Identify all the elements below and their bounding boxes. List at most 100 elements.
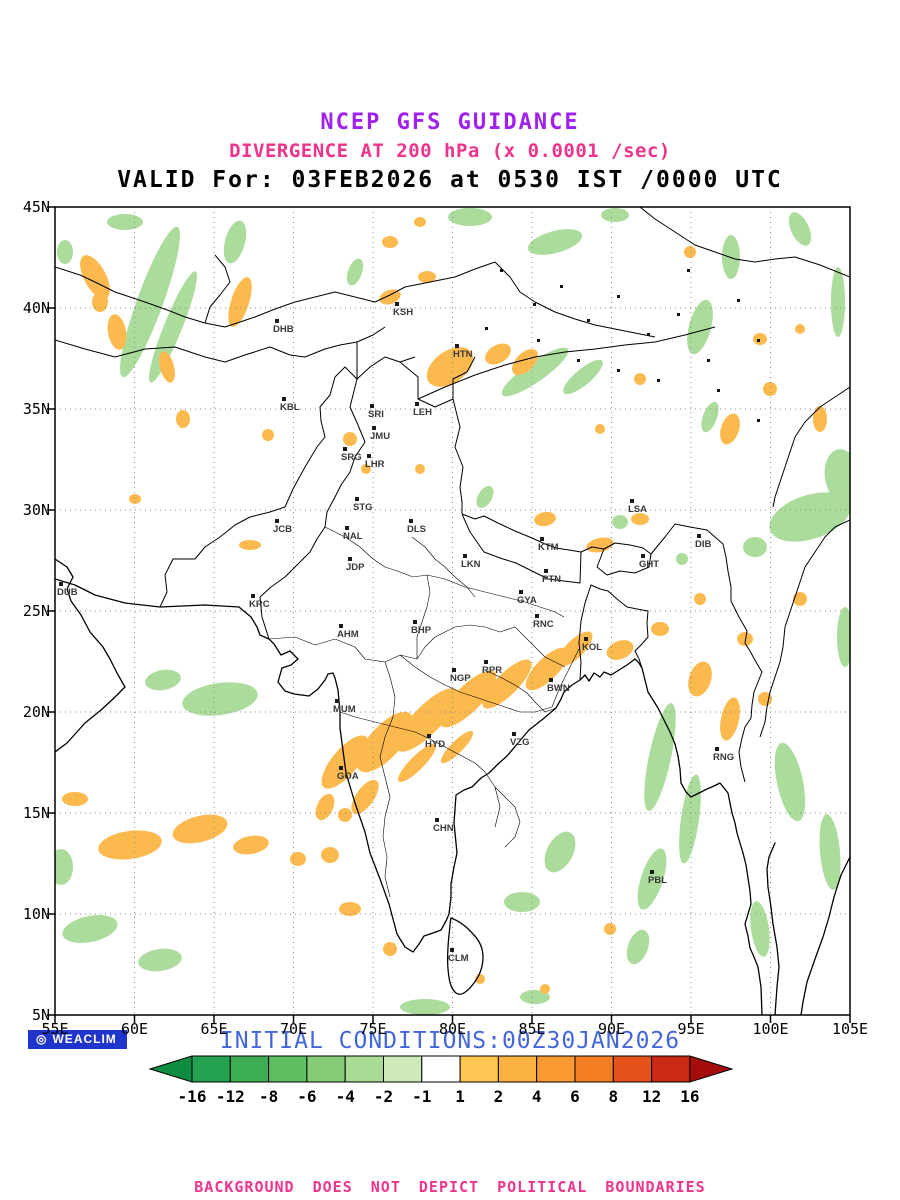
colorbar-segment [422,1056,460,1082]
station-code: SRG [341,452,362,463]
valid-time-line: VALID For: 03FEB2026 at 0530 IST /0000 U… [0,167,900,193]
convergence-shade [698,400,722,435]
station-code: RNC [533,619,554,630]
product-title: NCEP GFS GUIDANCE [0,110,900,135]
station-GHT: GHT [639,554,659,570]
station-KTM: KTM [538,537,559,553]
station-marker [584,637,588,641]
station-marker [343,447,347,451]
convergence-shade [60,910,120,947]
station-GYA: GYA [517,590,537,606]
station-code: CLM [448,953,469,964]
convergence-shade [622,927,653,968]
station-marker [715,747,719,751]
lon-label-60E: 60E [103,1020,167,1038]
colorbar-segment [613,1056,651,1082]
station-marker [355,497,359,501]
station-marker [367,454,371,458]
lat-label-15N: 15N [6,804,50,822]
station-marker [450,948,454,952]
divergence-shade [232,833,271,857]
lon-label-95E: 95E [659,1020,723,1038]
colorbar-label: 16 [680,1087,699,1106]
lat-label-20N: 20N [6,703,50,721]
station-code: VZG [510,737,530,748]
southeast-coastline [801,857,850,1015]
convergence-shade [675,773,705,865]
colorbar-label: 4 [532,1087,542,1106]
station-marker [275,319,279,323]
colorbar-label: 8 [608,1087,618,1106]
lake-mark [560,285,563,288]
station-code: GYA [517,595,537,606]
lake-mark [707,359,710,362]
convergence-shade [601,208,629,222]
station-marker [463,554,467,558]
lake-mark [687,269,690,272]
station-DIB: DIB [695,534,712,550]
convergence-shade [137,946,184,974]
station-NGP: NGP [450,668,471,684]
lon-label-75E: 75E [341,1020,405,1038]
station-marker [427,734,431,738]
station-code: PBL [648,875,667,886]
station-LKN: LKN [461,554,481,570]
colorbar-segment [307,1056,345,1082]
colorbar-segment [192,1056,230,1082]
divergence-shade [338,808,352,822]
colorbar-label: 1 [455,1087,465,1106]
station-code: JCB [273,524,292,535]
convergence-shade [682,297,718,357]
divergence-shade [634,373,646,385]
divergence-shade [414,217,426,227]
station-marker [641,554,645,558]
station-code: LKN [461,559,481,570]
divergence-shade [420,339,481,395]
divergence-shade [684,246,696,258]
colorbar-label: 12 [642,1087,661,1106]
station-code: SRI [368,409,384,420]
station-NAL: NAL [343,526,363,542]
divergence-shade [716,411,743,447]
divergence-shade [92,292,108,312]
station-LHR: LHR [365,454,385,470]
lat-label-25N: 25N [6,602,50,620]
station-VZG: VZG [510,732,530,748]
colorbar-label: 6 [570,1087,580,1106]
station-marker [339,624,343,628]
station-marker [519,590,523,594]
lake-mark [757,339,760,342]
station-code: DIB [695,539,712,550]
border-indo-pak-kashmir [260,357,475,639]
divergence-shade [290,852,306,866]
station-code: HYD [425,739,445,750]
colorbar-segment [652,1056,690,1082]
station-CLM: CLM [448,948,469,964]
convergence-shade [107,214,143,230]
station-marker [535,614,539,618]
station-BWN: BWN [547,678,570,694]
divergence-shade [813,406,827,432]
convergence-shade [344,256,367,287]
lon-label-80E: 80E [421,1020,485,1038]
convergence-shade [784,209,816,249]
station-AHM: AHM [337,624,359,640]
station-code: GOA [337,771,359,782]
station-MUM: MUM [333,699,356,715]
station-marker [452,668,456,672]
station-code: KTM [538,542,559,553]
station-code: DUB [57,587,78,598]
lon-label-100E: 100E [739,1020,803,1038]
divergence-shade [604,923,616,935]
divergence-shade [312,791,338,823]
station-marker [339,766,343,770]
divergence-shade [383,942,397,956]
divergence-shade [62,792,88,806]
convergence-shade [559,355,608,399]
colorbar-arrow-right [690,1056,732,1082]
divergence-shade [321,847,339,863]
divergence-shade [533,510,557,528]
divergence-shade [176,410,190,428]
lat-label-35N: 35N [6,400,50,418]
convergence-shade [57,240,73,264]
